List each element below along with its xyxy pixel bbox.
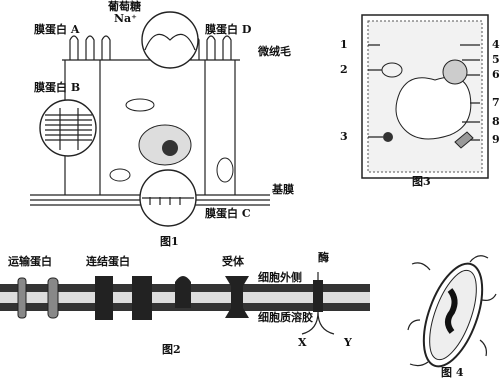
chloroplast xyxy=(454,131,474,149)
mitochondrion xyxy=(109,168,131,182)
figure-2: 运输蛋白 连结蛋白 受体 酶 细胞外侧 细胞质溶胶 X Y 图2 xyxy=(0,250,370,356)
nucleoid xyxy=(445,288,458,334)
label: 膜蛋白 C xyxy=(205,206,251,220)
transport-protein xyxy=(17,277,27,319)
protein-a-shape xyxy=(144,33,196,51)
nucleus xyxy=(442,59,468,85)
label: 葡萄糖 xyxy=(107,0,141,13)
pointer-lines xyxy=(368,44,480,141)
transport-protein xyxy=(47,277,59,319)
label: Y xyxy=(343,336,352,349)
organelle xyxy=(383,132,393,142)
label: 运输蛋白 xyxy=(8,254,52,268)
label: 连结蛋白 xyxy=(86,254,130,268)
enzyme xyxy=(301,272,335,335)
vacuole xyxy=(395,76,472,140)
nucleolus xyxy=(162,140,178,156)
flagella xyxy=(407,255,497,367)
caption: 图 4 xyxy=(441,366,464,379)
number-label: 2 xyxy=(340,63,348,76)
label: 细胞质溶胶 xyxy=(258,310,313,324)
number-label: 7 xyxy=(492,96,500,109)
figure-3: 1 2 3 4 5 6 7 8 9 图3 xyxy=(340,14,500,188)
caption: 图3 xyxy=(412,175,431,188)
label: 基膜 xyxy=(271,182,294,196)
number-label: 6 xyxy=(492,68,500,81)
caption: 图2 xyxy=(162,343,181,356)
mitochondrion xyxy=(216,157,234,183)
number-label: 8 xyxy=(492,115,500,128)
figure-4: 图 4 xyxy=(407,255,497,379)
label: 微绒毛 xyxy=(257,44,291,58)
number-label: 1 xyxy=(340,38,348,51)
zoom-circle-b xyxy=(39,99,97,157)
number-label: 4 xyxy=(492,38,500,51)
golgi xyxy=(125,98,155,112)
enzyme-body xyxy=(313,280,323,312)
caption: 图1 xyxy=(160,235,179,248)
label: 细胞外侧 xyxy=(258,270,302,284)
label: Na⁺ xyxy=(114,12,137,25)
label: 膜蛋白 B xyxy=(34,80,80,94)
label: 酶 xyxy=(318,250,329,264)
number-label: 5 xyxy=(492,53,500,66)
label: X xyxy=(298,336,307,349)
figure-1: 葡萄糖 Na⁺ 膜蛋白 A 膜蛋白 D 微绒毛 膜蛋白 B 基膜 膜蛋白 C 图… xyxy=(30,0,294,248)
label: 受体 xyxy=(222,254,245,268)
label: 膜蛋白 D xyxy=(205,22,252,36)
number-label: 3 xyxy=(340,130,348,143)
label: 膜蛋白 A xyxy=(34,22,80,36)
receptor xyxy=(225,276,249,318)
junction-proteins xyxy=(95,276,191,320)
protein-c-shape xyxy=(142,197,194,205)
junction-lines xyxy=(45,108,92,150)
number-label: 9 xyxy=(492,133,500,146)
